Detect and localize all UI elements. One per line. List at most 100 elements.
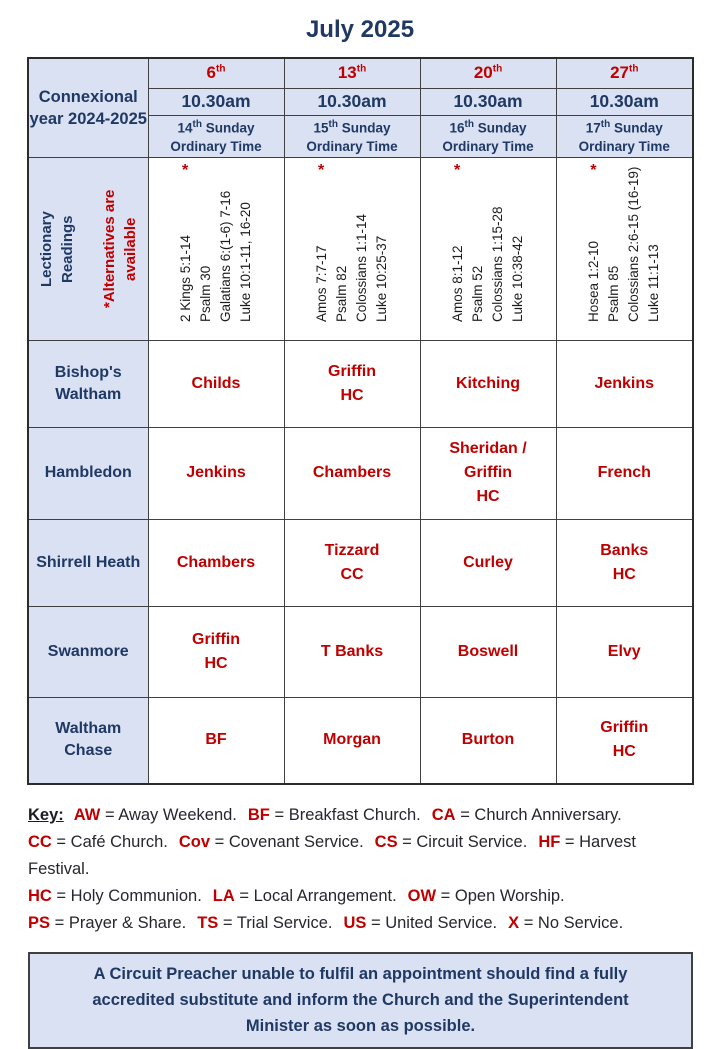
service-time-cell: 10.30am	[555, 87, 694, 116]
sunday-suffix: th	[464, 119, 474, 131]
key-abbreviation: CC	[28, 833, 52, 851]
key-entry: X = No Service.	[508, 914, 624, 932]
sunday-line1: 15th Sunday	[313, 119, 391, 136]
readings-wrap: * Amos 8:1-12 Psalm 52 Colossians 1:15-28…	[421, 159, 556, 338]
date-number: 13	[337, 63, 357, 83]
key-entry: HF = Harvest Festival.	[28, 833, 636, 878]
key-entry: LA = Local Arrangement.	[212, 887, 397, 905]
alternatives-available-label: *Alternatives are available	[100, 189, 139, 308]
preacher-assignment-cell: Burton	[419, 696, 557, 785]
sunday-ordinal: 15	[313, 120, 329, 136]
preacher-assignment-cell: Chambers	[147, 518, 285, 607]
key-abbreviation: OW	[407, 887, 437, 905]
key-entry: Cov = Covenant Service.	[178, 833, 364, 851]
key-abbreviation: HF	[538, 833, 561, 851]
sunday-line2: Ordinary Time	[578, 138, 670, 154]
preacher-assignment-cell: Elvy	[555, 605, 694, 698]
sunday-label-cell: 16th Sunday Ordinary Time	[419, 114, 557, 158]
sunday-line2: Ordinary Time	[170, 138, 262, 154]
church-name-cell: Hambledon	[27, 426, 149, 520]
sunday-line2: Ordinary Time	[306, 138, 398, 154]
key-abbreviation: BF	[247, 806, 270, 824]
key-label: Key:	[28, 806, 64, 824]
date-number: 20	[473, 63, 493, 83]
preacher-assignment-cell: Curley	[419, 518, 557, 607]
church-row: Swanmore Griffin HC T Banks Boswell Elvy	[27, 605, 694, 698]
readings-text: 2 Kings 5:1-14 Psalm 30 Galatians 6:(1-6…	[178, 190, 253, 322]
preacher-assignment-cell: Kitching	[419, 339, 557, 428]
key-entry: HC = Holy Communion.	[28, 887, 202, 905]
key-abbreviation: CS	[374, 833, 398, 851]
readings-wrap: * Hosea 1:2-10 Psalm 85 Colossians 2:6-15…	[557, 159, 693, 338]
sunday-line1: 17th Sunday	[585, 119, 663, 136]
sunday-line2: Ordinary Time	[442, 138, 534, 154]
preacher-assignment-cell: French	[555, 426, 694, 520]
key-entry: CS = Circuit Service.	[374, 833, 528, 851]
sunday-suffix: th	[600, 119, 611, 131]
date-suffix: th	[216, 63, 226, 75]
church-name-cell: Shirrell Heath	[27, 518, 149, 607]
date-suffix: th	[356, 63, 367, 75]
preacher-assignment-cell: Jenkins	[555, 339, 694, 428]
preacher-assignment-cell: BF	[147, 696, 285, 785]
sunday-label-cell: 14th Sunday Ordinary Time	[147, 114, 285, 158]
readings-text: Amos 8:1-12 Psalm 52 Colossians 1:15-28 …	[450, 206, 525, 322]
date-number: 27	[610, 63, 629, 83]
lectionary-header-wrap: Lectionary Readings *Alternatives are av…	[29, 159, 148, 338]
sunday-label-cell: 15th Sunday Ordinary Time	[283, 114, 421, 158]
church-rows: Bishop's Waltham Childs Griffin HC Kitching…	[27, 339, 694, 785]
key-abbreviation: X	[508, 914, 520, 932]
key-line: Key: AW = Away Weekend. BF = Breakfast Chu…	[28, 802, 698, 829]
key-line: HC = Holy Communion. LA = Local Arrangeme…	[28, 883, 698, 910]
date-header-cell: 13th	[283, 57, 421, 89]
church-name-cell: Bishop's Waltham	[27, 339, 149, 428]
service-time-cell: 10.30am	[283, 87, 421, 116]
preacher-assignment-cell: T Banks	[283, 605, 421, 698]
alternatives-asterisk: *	[590, 162, 597, 179]
preacher-assignment-cell: Banks HC	[555, 518, 694, 607]
date-suffix: th	[628, 63, 639, 75]
church-name-cell: Waltham Chase	[27, 696, 149, 785]
sunday-ordinal: 16	[449, 120, 465, 136]
lectionary-readings-cell: * Amos 7:7-17 Psalm 82 Colossians 1:1-14 …	[283, 156, 421, 341]
preacher-assignment-cell: Griffin HC	[147, 605, 285, 698]
sunday-ordinal: 14	[177, 120, 193, 136]
sunday-label-cell: 17th Sunday Ordinary Time	[555, 114, 694, 158]
key-entry: PS = Prayer & Share.	[28, 914, 187, 932]
preacher-assignment-cell: Griffin HC	[283, 339, 421, 428]
date-header-cell: 20th	[419, 57, 557, 89]
key-abbreviation: LA	[212, 887, 235, 905]
preacher-assignment-cell: Sheridan / Griffin HC	[419, 426, 557, 520]
key-line: CC = Café Church. Cov = Covenant Service.…	[28, 829, 698, 883]
alternatives-asterisk: *	[454, 162, 461, 179]
church-row: Waltham Chase BF Morgan Burton Griffin HC	[27, 696, 694, 785]
lectionary-row: Lectionary Readings *Alternatives are av…	[27, 156, 694, 341]
church-row: Bishop's Waltham Childs Griffin HC Kitching…	[27, 339, 694, 428]
lectionary-readings-cell: * Hosea 1:2-10 Psalm 85 Colossians 2:6-15…	[555, 156, 694, 341]
sunday-row: 14th Sunday Ordinary Time 15th Sunday Ordin…	[28, 114, 694, 158]
key-abbreviation: AW	[73, 806, 101, 824]
date-suffix: th	[492, 63, 503, 75]
sunday-suffix: th	[328, 119, 338, 131]
date-number: 6	[206, 63, 216, 83]
key-abbreviation: PS	[28, 914, 51, 932]
lectionary-readings-cell: * 2 Kings 5:1-14 Psalm 30 Galatians 6:(1-…	[147, 156, 285, 341]
circuit-preacher-note: A Circuit Preacher unable to fulfil an a…	[92, 965, 629, 1035]
readings-text: Amos 7:7-17 Psalm 82 Colossians 1:1-14 L…	[314, 213, 389, 322]
date-header-cell: 6th	[147, 57, 285, 89]
preacher-assignment-cell: Jenkins	[147, 426, 285, 520]
key-abbreviation: Cov	[178, 833, 211, 851]
service-time-cell: 10.30am	[147, 87, 285, 116]
readings-wrap: * Amos 7:7-17 Psalm 82 Colossians 1:1-14 …	[285, 159, 420, 338]
lectionary-readings-label: Lectionary Readings	[37, 210, 76, 287]
key-entry: CC = Café Church.	[28, 833, 168, 851]
key-abbreviation: US	[343, 914, 367, 932]
preacher-assignment-cell: Boswell	[419, 605, 557, 698]
time-row: 10.30am 10.30am 10.30am 10.30am	[28, 87, 694, 116]
readings-text: Hosea 1:2-10 Psalm 85 Colossians 2:6-15 …	[586, 166, 662, 322]
key-abbreviation: TS	[197, 914, 219, 932]
preacher-assignment-cell: Chambers	[283, 426, 421, 520]
key-legend: Key: AW = Away Weekend. BF = Breakfast Chu…	[28, 802, 698, 937]
lectionary-header-cell: Lectionary Readings *Alternatives are av…	[27, 156, 149, 341]
sunday-line1: 16th Sunday	[449, 119, 527, 136]
